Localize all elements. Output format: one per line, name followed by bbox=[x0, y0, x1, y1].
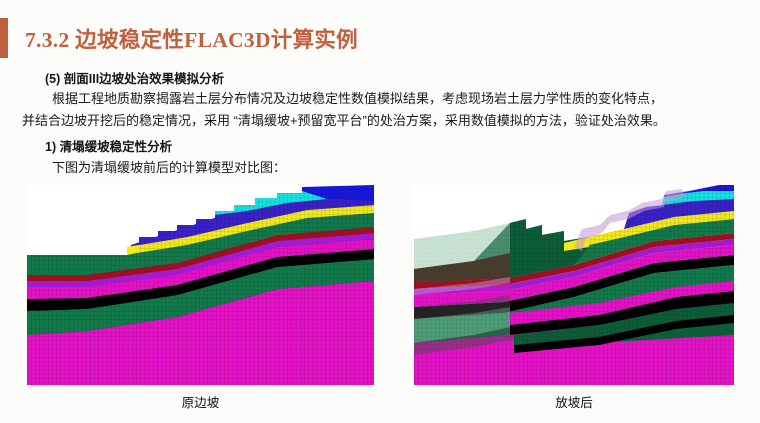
ghost-removed-material-left bbox=[414, 223, 514, 355]
figure-1-caption: 原边坡 bbox=[181, 396, 220, 410]
title-accent-bar bbox=[0, 18, 8, 58]
ghost-removed-material-upper bbox=[574, 189, 686, 251]
subsection-heading: 1) 清塌缓坡稳定性分析 bbox=[45, 140, 173, 154]
page-title: 7.3.2 边坡稳定性FLAC3D计算实例 bbox=[25, 27, 358, 52]
graded-slope-mesh-svg bbox=[414, 185, 734, 385]
mesh-strata-graded bbox=[414, 185, 734, 385]
original-slope-mesh-svg bbox=[27, 185, 374, 385]
figure-original-slope bbox=[27, 185, 374, 385]
figure-graded-slope bbox=[414, 185, 734, 385]
figure-2-caption: 放坡后 bbox=[555, 396, 593, 410]
mesh-strata bbox=[27, 185, 374, 385]
section-heading: (5) 剖面III边坡处治效果模拟分析 bbox=[45, 72, 225, 86]
paragraph-line-2: 并结合边坡开挖后的稳定情况，采用 “清塌缓坡+预留宽平台”的处治方案，采用数值模… bbox=[22, 113, 666, 128]
slide-title-row: 7.3.2 边坡稳定性FLAC3D计算实例 bbox=[0, 18, 358, 58]
paragraph-line-1: 根据工程地质勘察揭露岩土层分布情况及边坡稳定性数值模拟结果，考虑现场岩土层力学性… bbox=[52, 91, 664, 106]
figure-intro-text: 下图为清塌缓坡前后的计算模型对比图： bbox=[52, 160, 287, 175]
